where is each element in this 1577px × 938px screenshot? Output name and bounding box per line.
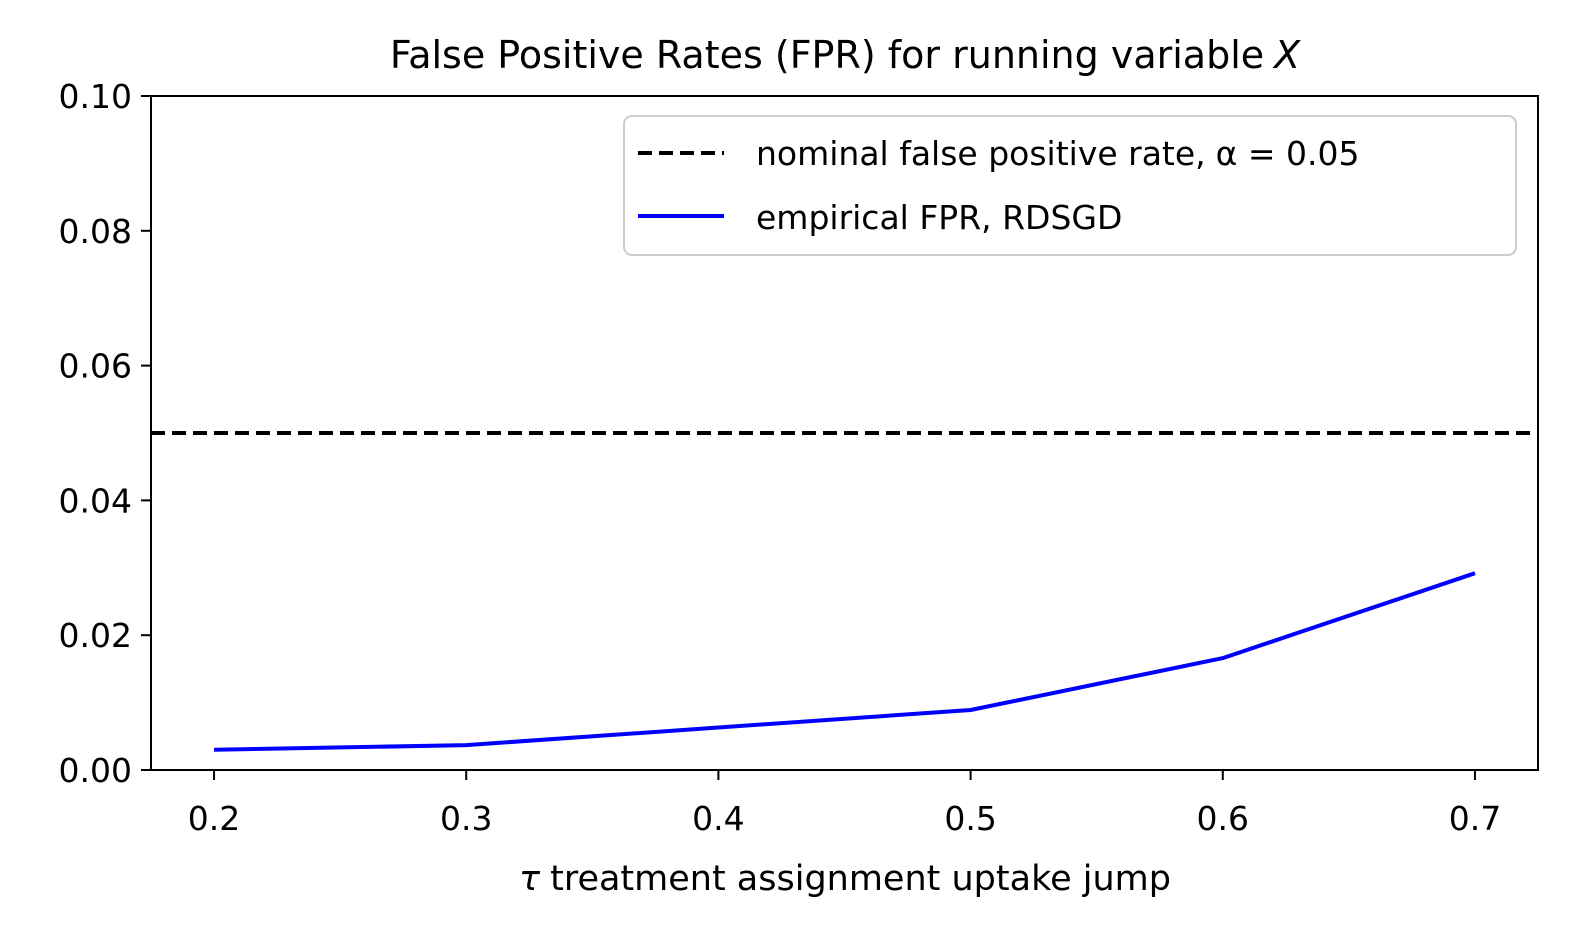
x-axis-label: τ treatment assignment uptake jump [519, 859, 1171, 899]
axes-ticks: 0.2 0.3 0.4 0.5 0.6 0.7 0.00 0.02 0.04 0.06 0.08 0.… [59, 77, 1502, 838]
x-axis-label-text: treatment assignment uptake jump [550, 859, 1171, 899]
x-tick-label: 0.4 [692, 799, 744, 838]
chart-title-math: X [1272, 33, 1301, 77]
y-tick-label: 0.06 [59, 347, 132, 386]
x-tick-label: 0.2 [188, 799, 240, 838]
legend-label-nominal: nominal false positive rate, α = 0.05 [756, 134, 1360, 173]
x-tick-label: 0.6 [1197, 799, 1249, 838]
legend-label-nominal-math: α = 0.05 [1216, 134, 1360, 173]
legend-label-empirical: empirical FPR, RDSGD [756, 198, 1122, 237]
x-axis-label-symbol: τ [519, 859, 541, 899]
chart-title: False Positive Rates (FPR) for running v… [390, 33, 1301, 77]
y-tick-label: 0.04 [59, 481, 132, 520]
legend-label-nominal-text: nominal false positive rate, [756, 134, 1206, 173]
plot-frame [150, 95, 1539, 771]
x-tick-label: 0.5 [944, 799, 996, 838]
y-tick-label: 0.00 [59, 751, 132, 790]
y-tick-label: 0.02 [59, 616, 132, 655]
series-line-0 [213, 571, 1476, 752]
legend: nominal false positive rate, α = 0.05 emp… [623, 115, 1517, 256]
x-tick-label: 0.7 [1449, 799, 1501, 838]
chart-title-text: False Positive Rates (FPR) for running v… [390, 33, 1264, 77]
y-tick-label: 0.08 [59, 212, 132, 251]
x-tick-label: 0.3 [440, 799, 492, 838]
plot-area [151, 431, 1538, 752]
legend-frame [623, 115, 1517, 256]
y-tick-label: 0.10 [59, 77, 132, 116]
